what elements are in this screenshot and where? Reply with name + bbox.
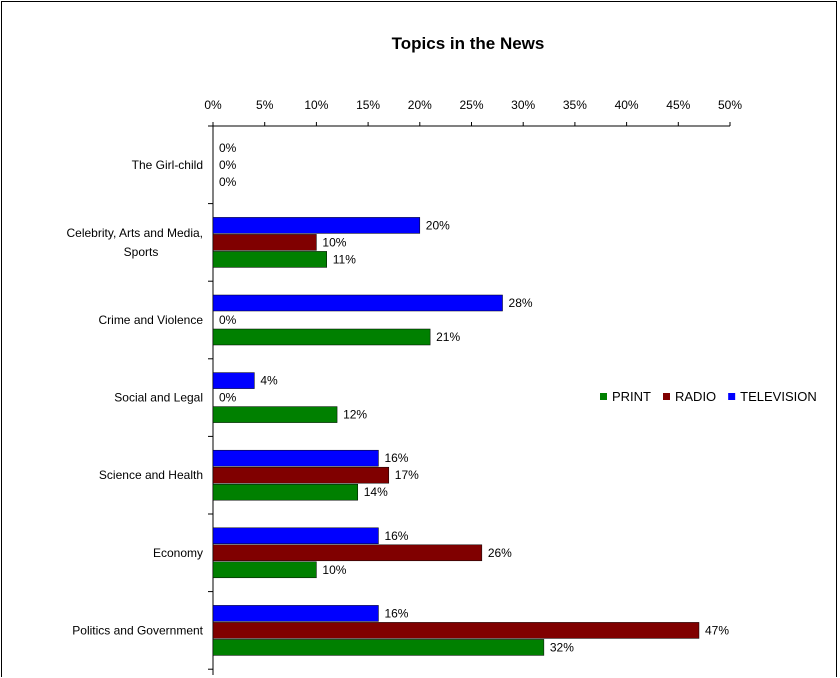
bar-print — [212, 328, 431, 346]
bar-television — [212, 217, 421, 234]
legend-label-television: TELEVISION — [740, 389, 817, 404]
bar-radio — [212, 234, 317, 251]
data-label: 14% — [364, 485, 388, 499]
legend-label-print: PRINT — [612, 389, 651, 404]
data-label: 21% — [436, 330, 460, 344]
bars: 0% 0% 0% 20% 10% 11% 28% 0% 21% 4% 0% 12% 16% 17% 14% 1… — [212, 141, 729, 656]
bar-print — [212, 561, 317, 579]
legend-swatch-print — [600, 393, 607, 400]
bar-print — [212, 483, 359, 501]
x-tick-label: 25% — [459, 98, 483, 112]
bar-radio — [212, 466, 390, 484]
data-label: 16% — [384, 606, 408, 620]
data-label: 17% — [395, 468, 419, 482]
data-label: 4% — [260, 374, 278, 388]
chart-title: Topics in the News — [392, 34, 545, 53]
x-tick-label: 35% — [563, 98, 587, 112]
bar-print — [212, 251, 327, 268]
data-label: 0% — [219, 313, 237, 327]
x-tick-label: 45% — [666, 98, 690, 112]
data-label: 0% — [219, 391, 237, 405]
legend-swatch-radio — [663, 393, 670, 400]
legend-swatch-television — [728, 393, 736, 400]
data-label: 0% — [219, 141, 237, 155]
category-label: The Girl-child — [132, 158, 203, 172]
x-tick-label: 50% — [718, 98, 742, 112]
category-label: Economy — [153, 546, 203, 560]
data-label: 0% — [219, 158, 237, 172]
category-label: Politics and Government — [72, 623, 203, 637]
category-label: Science and Health — [99, 468, 203, 482]
x-tick-label: 40% — [615, 98, 639, 112]
bar-print — [212, 639, 545, 656]
data-label: 26% — [488, 546, 512, 560]
axis: 0% 5% 10% 15% 20% 25% 30% 35% 40% 45% 50% — [204, 98, 742, 675]
legend-label-radio: RADIO — [675, 389, 716, 404]
category-label: Social and Legal — [114, 391, 203, 405]
category-label: Celebrity, Arts and Media, Sports — [66, 226, 203, 259]
data-label: 32% — [550, 640, 574, 654]
data-label: 16% — [384, 529, 408, 543]
category-label: Crime and Violence — [98, 313, 203, 327]
bar-radio — [212, 622, 700, 639]
x-tick-label: 10% — [304, 98, 328, 112]
data-label: 47% — [705, 623, 729, 637]
bar-print — [212, 406, 338, 423]
data-label: 16% — [384, 451, 408, 465]
x-tick-label: 20% — [408, 98, 432, 112]
data-label: 10% — [322, 563, 346, 577]
data-label: 11% — [333, 252, 356, 266]
legend: PRINT RADIO TELEVISION — [600, 389, 817, 404]
x-tick-label: 15% — [356, 98, 380, 112]
data-label: 28% — [509, 296, 533, 310]
data-label: 0% — [219, 175, 237, 189]
bar-radio — [212, 544, 483, 562]
x-tick-label: 5% — [256, 98, 274, 112]
data-label: 20% — [426, 218, 450, 232]
data-label: 10% — [322, 235, 346, 249]
x-tick-label: 30% — [511, 98, 535, 112]
x-tick-label: 0% — [204, 98, 222, 112]
bar-television — [212, 294, 503, 312]
bar-television — [212, 372, 255, 389]
data-label: 12% — [343, 408, 367, 422]
bar-television — [212, 527, 379, 545]
bar-television — [212, 605, 379, 622]
category-labels: The Girl-child Celebrity, Arts and Media,… — [66, 158, 203, 638]
bar-television — [212, 449, 379, 467]
